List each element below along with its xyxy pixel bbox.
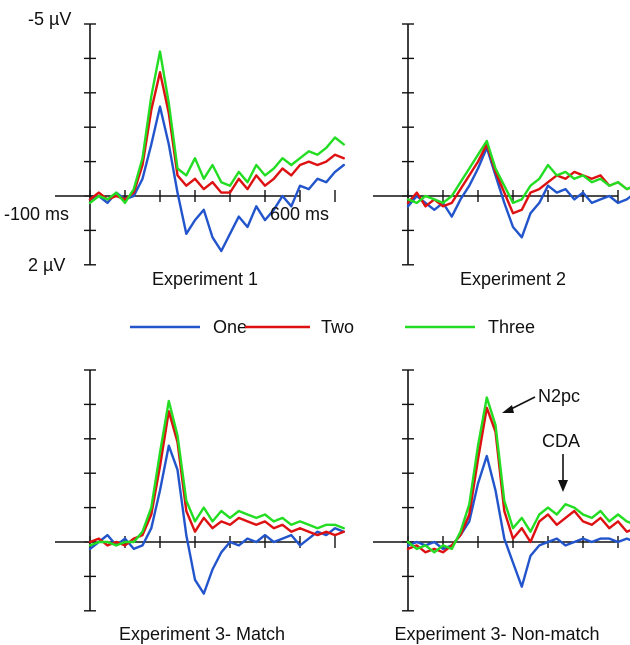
y-top-label: -5 µV [28,9,71,29]
series-line-one [406,146,630,239]
series-line-two [406,406,630,554]
series-line-two [88,70,345,201]
panel-title-exp1: Experiment 1 [152,269,258,289]
panels [55,23,630,612]
panel-title-exp3-nonmatch: Experiment 3- Non-match [394,624,599,644]
series-line-three [88,50,345,205]
n2pc-label: N2pc [538,386,580,406]
series-line-two [88,410,345,547]
panel-3 [55,369,345,612]
cda-label: CDA [542,431,580,451]
x-right-label: 600 ms [270,204,329,224]
legend-label-three: Three [488,317,535,337]
series-line-one [88,105,345,253]
cda-arrow-head [558,480,568,492]
annotations: N2pc CDA [502,386,580,492]
series-line-three [88,399,345,547]
x-left-label: -100 ms [4,204,69,224]
panel-4 [373,369,630,612]
series-line-three [406,139,630,205]
panel-1 [55,23,345,266]
panel-title-exp3-match: Experiment 3- Match [119,624,285,644]
legend: One Two Three [130,317,535,337]
series-line-one [88,444,345,595]
n2pc-arrow-line [508,396,536,411]
legend-label-two: Two [321,317,354,337]
panel-title-exp2: Experiment 2 [460,269,566,289]
series-line-three [406,396,630,554]
n2pc-arrow-head [502,405,514,413]
panel-2 [373,23,630,266]
y-bottom-label: 2 µV [28,255,65,275]
legend-label-one: One [213,317,247,337]
